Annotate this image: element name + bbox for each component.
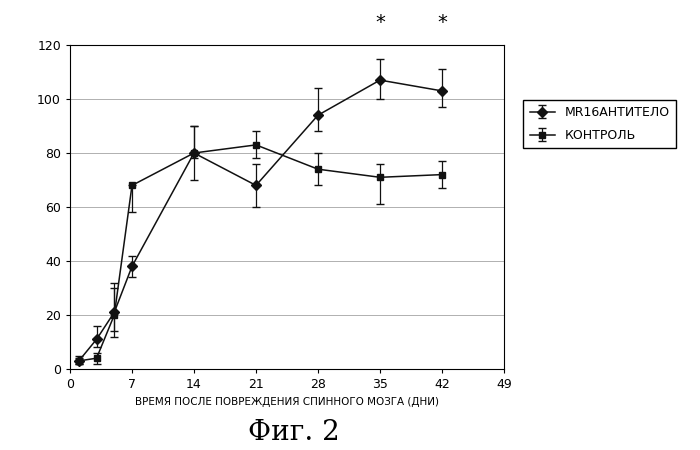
Legend: MR16АНТИТЕЛО, КОНТРОЛЬ: MR16АНТИТЕЛО, КОНТРОЛЬ	[524, 100, 676, 148]
Text: *: *	[437, 13, 447, 32]
Text: *: *	[375, 13, 385, 32]
Text: Фиг. 2: Фиг. 2	[248, 418, 340, 446]
X-axis label: ВРЕМЯ ПОСЛЕ ПОВРЕЖДЕНИЯ СПИННОГО МОЗГА (ДНИ): ВРЕМЯ ПОСЛЕ ПОВРЕЖДЕНИЯ СПИННОГО МОЗГА (…	[135, 396, 439, 407]
